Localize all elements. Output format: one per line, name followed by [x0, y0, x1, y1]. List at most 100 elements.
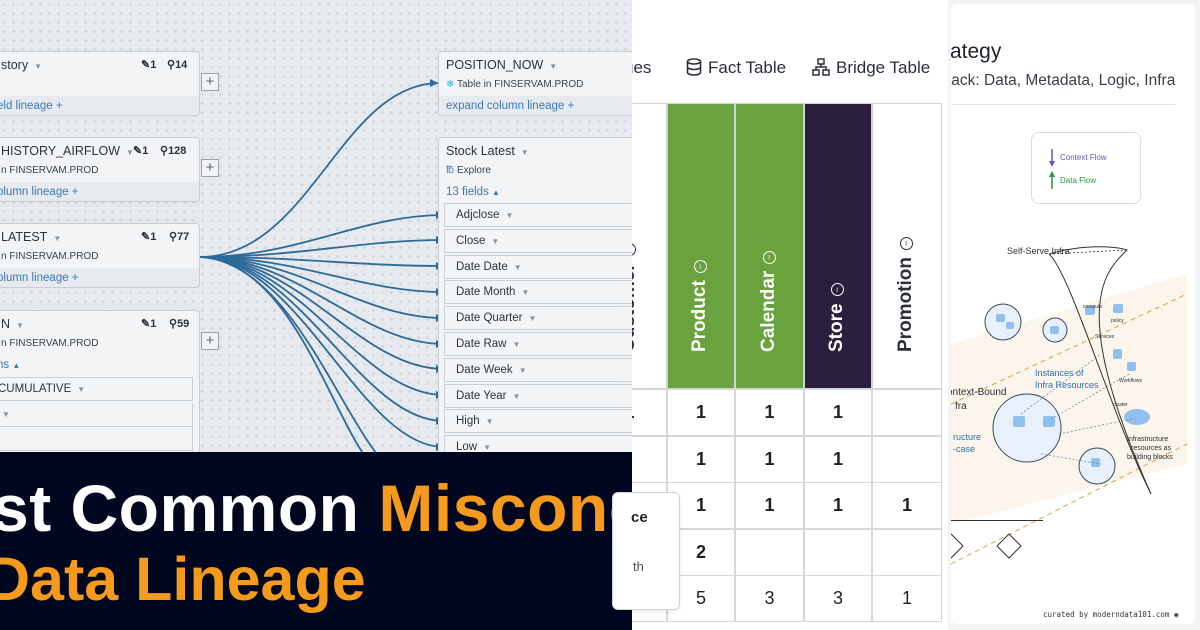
query-count-badge: ⚲128 — [160, 145, 187, 157]
lineage-node-n[interactable]: N ▼ ✎1 ⚲59 n FINSERVAM.PROD ns ▲ CUMULATI… — [0, 310, 200, 452]
field-row[interactable]: Date Date ▼ — [444, 254, 632, 279]
field-row[interactable]: Date Week ▼ — [444, 357, 632, 382]
field-label: Low — [456, 441, 478, 452]
field-row[interactable]: High ▼ — [444, 409, 632, 434]
tab-fact-table[interactable]: Fact Table — [686, 58, 786, 78]
tab-bridge-table[interactable]: Bridge Table — [812, 58, 930, 78]
tab-issues[interactable]: ues — [632, 58, 652, 77]
chevron-down-icon[interactable]: ▼ — [485, 417, 494, 427]
column-header-product[interactable]: Product− — [667, 103, 735, 389]
lineage-node-history-airflow[interactable]: HISTORY_AIRFLOW ▼ ✎1 ⚲128 n FINSERVAM.PRO… — [0, 137, 200, 202]
pin-count-badge: ✎1 — [141, 59, 157, 71]
info-icon[interactable]: − — [900, 237, 913, 250]
expand-plus-button[interactable]: + — [201, 73, 219, 91]
chevron-down-icon[interactable]: ▼ — [521, 288, 530, 298]
chevron-down-icon[interactable]: ▼ — [491, 236, 500, 246]
expand-lineage-link[interactable]: eld lineage + — [0, 96, 199, 115]
field-label: Date Quarter — [456, 312, 523, 325]
diamond-shapes — [951, 533, 1022, 559]
node-source: n FINSERVAM.PROD — [1, 251, 99, 262]
chevron-down-icon[interactable]: ▼ — [528, 314, 537, 324]
chevron-down-icon[interactable]: ▼ — [34, 62, 43, 71]
data-model-panel: ues Fact Table Bridge Table Customer− Pro… — [632, 0, 954, 630]
field-row[interactable]: Close ▼ — [444, 228, 632, 253]
matrix-cell: 1 — [872, 482, 942, 529]
expand-lineage-link[interactable]: olumn lineage + — [0, 182, 199, 201]
matrix-cell: 3 — [804, 575, 872, 622]
info-icon[interactable]: − — [762, 250, 776, 264]
query-count-badge: ⚲59 — [169, 318, 190, 330]
tooltip-text: th — [633, 559, 644, 574]
field-row[interactable] — [0, 427, 193, 451]
label-context-bound-2: fra — [955, 401, 967, 412]
matrix-cell — [735, 528, 804, 576]
info-icon[interactable]: − — [694, 260, 707, 274]
chevron-down-icon[interactable]: ▼ — [16, 321, 24, 330]
chevron-down-icon[interactable]: ▼ — [518, 365, 527, 375]
node-title: N — [1, 317, 11, 331]
fields-toggle[interactable]: ns ▲ — [0, 359, 21, 371]
label-context-bound: ontext-Bound — [951, 387, 1007, 398]
chevron-down-icon[interactable]: ▼ — [512, 340, 521, 349]
matrix-cell: 1 — [735, 435, 804, 483]
divider — [953, 104, 1175, 105]
chevron-down-icon[interactable]: ▼ — [483, 443, 492, 452]
matrix-cell — [872, 435, 942, 483]
chevron-down-icon[interactable]: ▼ — [513, 262, 522, 272]
label-structure-2: -case — [953, 444, 976, 454]
tooltip-card: ce th — [612, 492, 680, 610]
lineage-node-latest[interactable]: LATEST ▼ ✎1 ⚲77 n FINSERVAM.PROD olumn li… — [0, 223, 200, 288]
matrix-cell — [872, 389, 942, 436]
field-row[interactable]: Date Month ▼ — [444, 280, 632, 305]
label-policy: policy — [1111, 318, 1124, 324]
matrix-cell: 1 — [804, 389, 872, 436]
logo-icon: ◉ — [1173, 610, 1179, 619]
expand-lineage-link[interactable]: olumn lineage + — [0, 268, 199, 287]
field-row[interactable]: Adjclose ▼ — [444, 203, 632, 227]
column-header-promotion[interactable]: Promotion− — [872, 103, 942, 389]
field-row[interactable]: Date Quarter ▼ — [444, 306, 632, 331]
field-row[interactable]: Low ▼ — [444, 435, 632, 452]
chevron-down-icon[interactable]: ▼ — [549, 62, 558, 71]
chevron-down-icon[interactable]: ▼ — [505, 211, 514, 220]
label-workflows: Workflows — [1119, 378, 1142, 384]
node-title: POSITION_NOW — [446, 58, 544, 72]
infra-diagram — [951, 246, 1188, 565]
expand-lineage-link[interactable]: expand column lineage + — [439, 96, 632, 115]
matrix-cell: 3 — [735, 575, 804, 622]
column-label: Customer− — [632, 243, 640, 352]
field-label: Date Raw — [456, 338, 507, 350]
title-banner: st Common Misconceptio Data Lineage — [0, 452, 632, 630]
strategy-panel: rategy tack: Data, Metadata, Logic, Infr… — [948, 0, 1200, 630]
strategy-card: rategy tack: Data, Metadata, Logic, Infr… — [951, 4, 1195, 624]
matrix-cell: 1 — [632, 389, 667, 436]
legend-context-flow: Context Flow — [1060, 153, 1107, 162]
label-blocks-1: Infrastructure — [1127, 436, 1169, 443]
lineage-node-position-now[interactable]: POSITION_NOW ▼ ❄ Table in FINSERVAM.PROD … — [438, 51, 632, 116]
chevron-down-icon[interactable]: ▼ — [53, 234, 62, 243]
query-count-badge: ⚲14 — [167, 59, 188, 71]
database-icon — [686, 58, 702, 76]
column-header-store[interactable]: Store− — [804, 103, 872, 389]
column-header-calendar[interactable]: Calendar− — [735, 103, 804, 389]
lineage-canvas[interactable]: story ▼ ✎1 ⚲14 eld lineage + + HISTORY_AI… — [0, 0, 632, 452]
field-row[interactable]: Date Year ▼ — [444, 383, 632, 408]
field-label: Date Week — [456, 363, 513, 376]
chevron-down-icon[interactable]: ▼ — [520, 148, 529, 157]
chevron-down-icon[interactable]: ▼ — [126, 148, 134, 157]
field-label: High — [456, 415, 480, 428]
field-row[interactable]: ▼ — [0, 403, 193, 427]
node-title: HISTORY_AIRFLOW — [1, 144, 121, 158]
chevron-down-icon[interactable]: ▼ — [512, 391, 521, 401]
field-row[interactable]: CUMULATIVE ▼ — [0, 377, 193, 401]
info-icon[interactable]: − — [632, 243, 636, 257]
lineage-node-story[interactable]: story ▼ ✎1 ⚲14 eld lineage + — [0, 51, 200, 116]
expand-plus-button[interactable]: + — [201, 332, 219, 350]
column-header-customer[interactable]: Customer− — [632, 103, 667, 389]
expand-plus-button[interactable]: + — [201, 159, 219, 177]
field-row[interactable]: Date Raw ▼ — [444, 332, 632, 356]
pin-count-badge: ✎1 — [133, 145, 149, 157]
node-title: LATEST — [1, 230, 48, 244]
fields-toggle[interactable]: 13 fields ▲ — [446, 186, 500, 198]
info-icon[interactable]: − — [831, 283, 844, 297]
